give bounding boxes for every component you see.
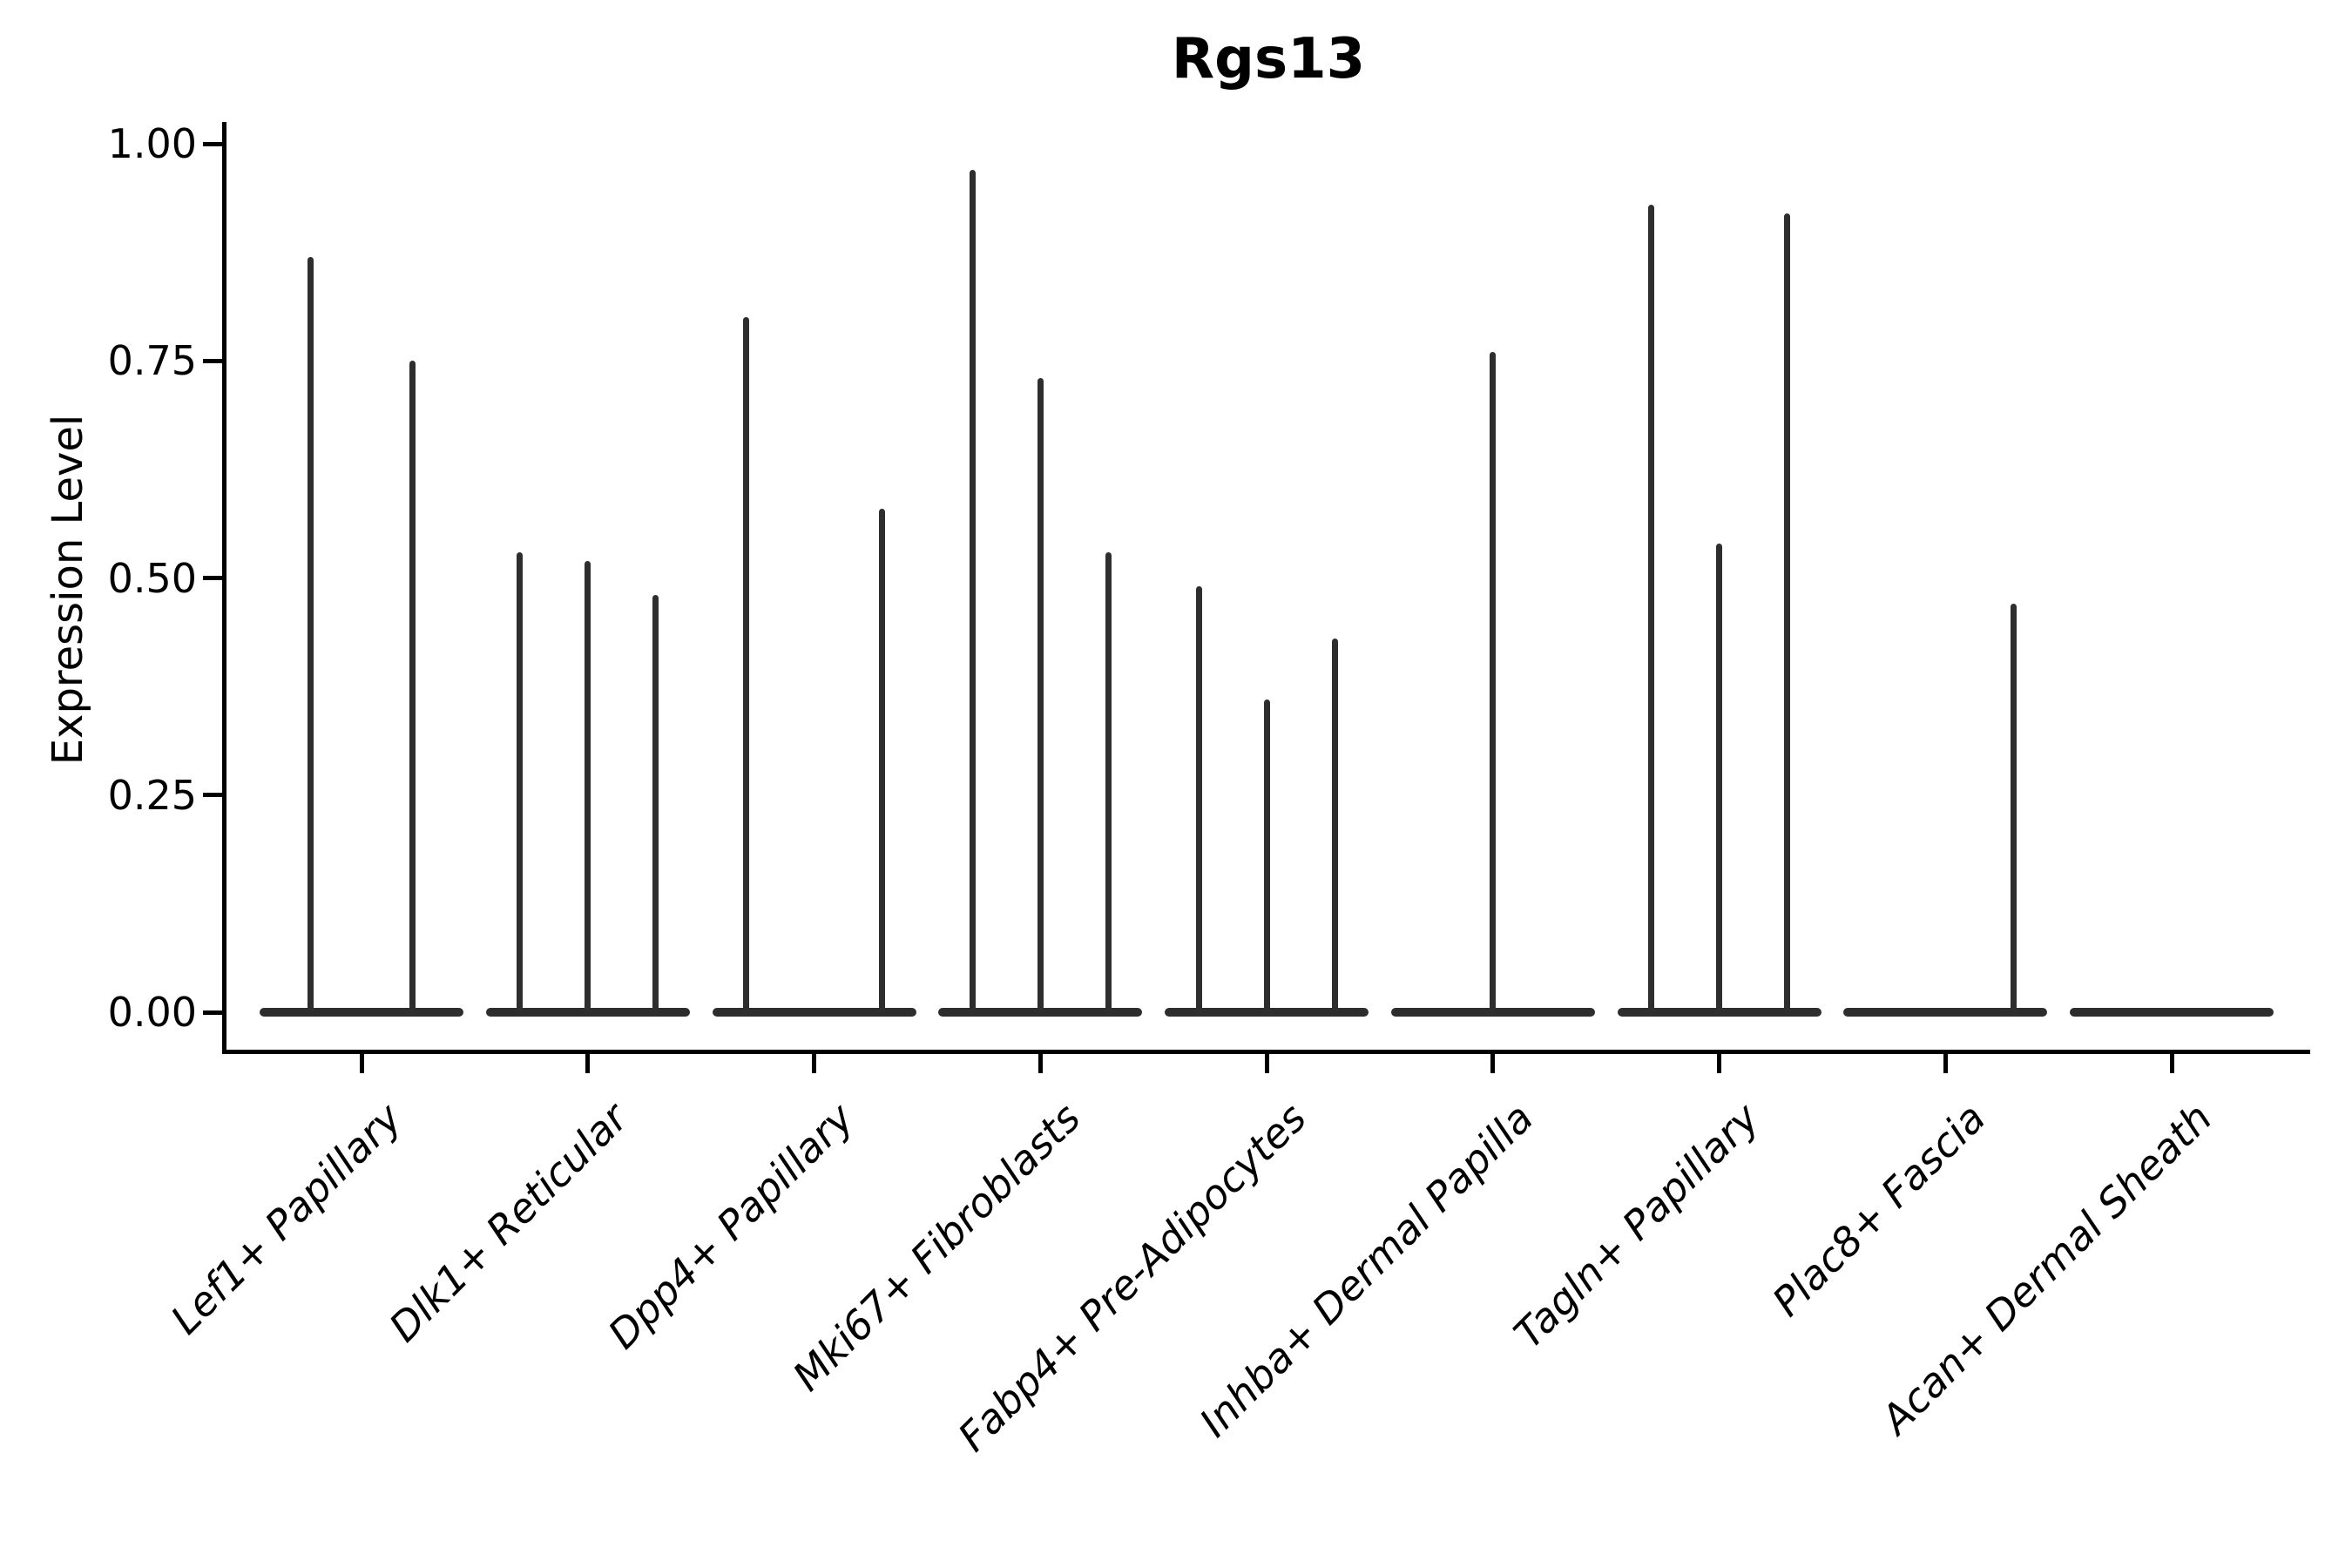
violin-spike [879, 508, 885, 1016]
y-tick [203, 1010, 222, 1015]
violin-spike [1784, 213, 1790, 1016]
violin-spike [1716, 543, 1722, 1016]
x-tick [2169, 1054, 2174, 1073]
y-tick-label: 0.75 [107, 337, 197, 385]
x-tick [359, 1054, 364, 1073]
x-tick [812, 1054, 816, 1073]
y-tick [203, 793, 222, 798]
x-tick [1264, 1054, 1269, 1073]
violin-spike [409, 361, 416, 1016]
y-tick-label: 1.00 [107, 120, 197, 167]
y-tick-label: 0.25 [107, 771, 197, 819]
violin-spike [1195, 586, 1202, 1016]
violin-spike [743, 317, 749, 1016]
x-axis-spine [222, 1050, 2310, 1054]
x-tick-label: Dlk1+ Reticular [380, 1094, 637, 1351]
violin-spike [1490, 352, 1497, 1016]
y-tick [203, 358, 222, 363]
x-tick-label: Lef1+ Papillary [161, 1094, 411, 1343]
violin-base [1843, 1008, 2048, 1017]
violin-spike [969, 169, 976, 1016]
violin-base [2070, 1008, 2274, 1017]
violin-spike [1105, 551, 1112, 1016]
x-tick-label: Plac8+ Fascia [1763, 1094, 1995, 1326]
y-tick [203, 576, 222, 580]
violin-spike [652, 595, 659, 1016]
violin-base [260, 1008, 463, 1017]
violin-spike [308, 256, 314, 1016]
x-tick [1943, 1054, 1948, 1073]
violin-spike [1037, 378, 1044, 1016]
violin-base [712, 1008, 916, 1017]
y-tick-label: 0.00 [107, 989, 197, 1036]
violin-spike [585, 560, 591, 1016]
x-tick [1717, 1054, 1721, 1073]
y-axis-spine [222, 122, 226, 1054]
violin-spike [517, 551, 524, 1016]
x-tick [1490, 1054, 1496, 1073]
y-tick-label: 0.50 [107, 554, 197, 602]
plot-title: Rgs13 [1171, 27, 1366, 91]
violin-spike [2010, 604, 2017, 1016]
x-tick-label: Dpp4+ Papillary [599, 1094, 863, 1358]
violin-spike [1263, 700, 1270, 1016]
violin-spike [1648, 204, 1654, 1016]
x-tick [585, 1054, 591, 1073]
y-tick [203, 141, 222, 146]
x-tick-label: Tagln+ Papillary [1504, 1094, 1768, 1358]
x-tick [1037, 1054, 1043, 1073]
violin-spike [1331, 639, 1338, 1016]
